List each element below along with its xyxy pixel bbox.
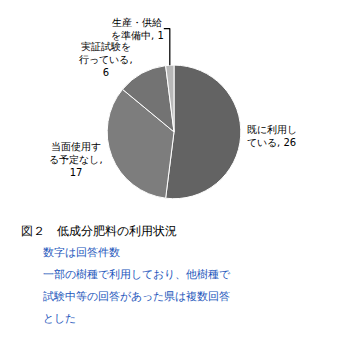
svg-text:図２ 低成分肥料の利用状況: 図２ 低成分肥料の利用状況 bbox=[21, 224, 177, 238]
svg-text:実証試験を行っている,6: 実証試験を行っている,6 bbox=[79, 41, 132, 78]
svg-text:一部の樹種で利用しており、他樹種で: 一部の樹種で利用しており、他樹種で bbox=[21, 268, 231, 281]
svg-text:生産・供給を準備中, 1: 生産・供給を準備中, 1 bbox=[111, 17, 164, 41]
svg-text:試験中等の回答があった県は複数回答: 試験中等の回答があった県は複数回答 bbox=[21, 290, 230, 303]
svg-text:既に利用している, 26: 既に利用している, 26 bbox=[247, 124, 297, 148]
svg-text:数字は回答件数: 数字は回答件数 bbox=[21, 246, 120, 259]
svg-text:とした: とした bbox=[21, 312, 76, 325]
svg-text:当面使用する予定なし,17: 当面使用する予定なし,17 bbox=[49, 141, 102, 178]
